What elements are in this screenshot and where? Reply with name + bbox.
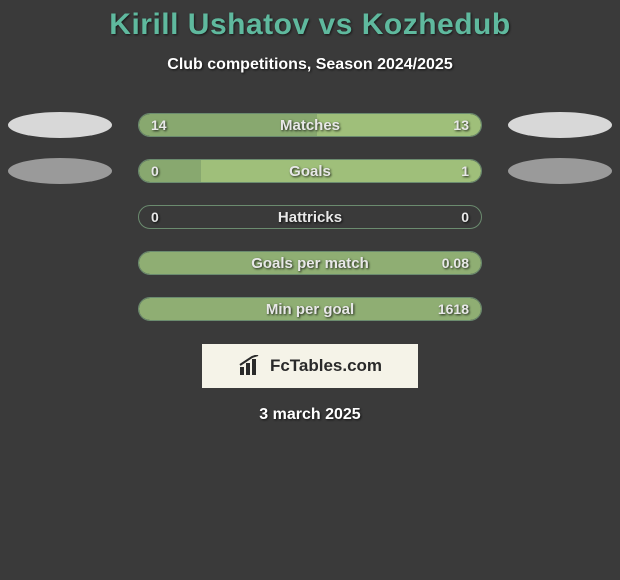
subtitle: Club competitions, Season 2024/2025 <box>0 56 620 74</box>
stat-rows: 1413Matches01Goals00Hattricks0.08Goals p… <box>0 102 620 332</box>
stat-value-right: 0.08 <box>442 252 469 274</box>
brand-badge: FcTables.com <box>202 344 418 388</box>
stat-value-right: 13 <box>453 114 469 136</box>
stat-value-right: 1618 <box>438 298 469 320</box>
stat-value-left: 0 <box>151 160 159 182</box>
stat-row: 1413Matches <box>0 102 620 148</box>
date-label: 3 march 2025 <box>0 406 620 424</box>
player-shadow-left <box>8 158 112 184</box>
stat-row: 0 0Hattricks <box>0 194 620 240</box>
page-title: Kirill Ushatov vs Kozhedub <box>0 8 620 42</box>
stat-value-left: 0 <box>151 206 159 228</box>
player-shadow-right <box>508 112 612 138</box>
player-shadow-left <box>8 112 112 138</box>
player-shadow-right <box>508 158 612 184</box>
stat-bar: 1413Matches <box>138 113 482 137</box>
chart-icon <box>238 355 264 377</box>
stat-bar: 1618Min per goal <box>138 297 482 321</box>
brand-text: FcTables.com <box>270 356 382 376</box>
stat-bar: 01Goals <box>138 159 482 183</box>
stat-row: 0.08Goals per match <box>0 240 620 286</box>
bar-fill-left <box>139 160 201 182</box>
stat-value-right: 1 <box>461 160 469 182</box>
bar-fill <box>139 252 481 274</box>
stat-value-right: 0 <box>461 206 469 228</box>
stat-row: 1618Min per goal <box>0 286 620 332</box>
comparison-widget: Kirill Ushatov vs Kozhedub Club competit… <box>0 0 620 424</box>
stat-row: 01Goals <box>0 148 620 194</box>
stat-label: Hattricks <box>139 206 481 228</box>
bar-fill-right <box>201 160 481 182</box>
bar-fill <box>139 298 481 320</box>
stat-value-left: 14 <box>151 114 167 136</box>
stat-bar: 0 0Hattricks <box>138 205 482 229</box>
stat-bar: 0.08Goals per match <box>138 251 482 275</box>
